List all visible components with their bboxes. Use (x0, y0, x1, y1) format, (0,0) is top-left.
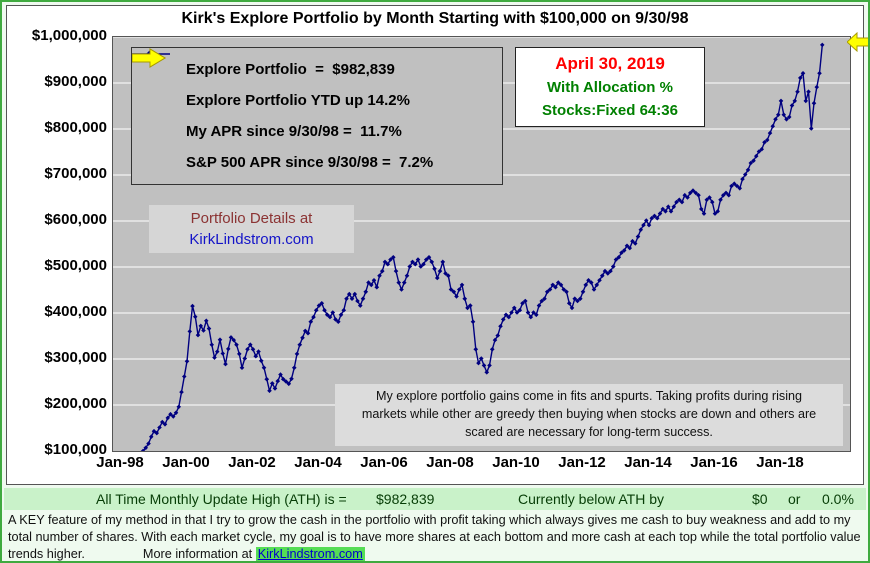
legend-ytd-row: Explore Portfolio YTD up 14.2% (132, 48, 494, 116)
x-axis-label: Jan-12 (558, 454, 606, 471)
allocation-text: With Allocation % (547, 79, 673, 96)
stocks-fixed-text: Stocks:Fixed 64:36 (542, 102, 678, 119)
ath-bar: All Time Monthly Update High (ATH) is = … (4, 488, 866, 510)
x-axis-label: Jan-98 (96, 454, 144, 471)
date-box: April 30, 2019 With Allocation % Stocks:… (515, 47, 705, 127)
yellow-left-arrow-icon (846, 31, 868, 57)
ath-value: $982,839 (376, 491, 435, 507)
y-axis-label: $900,000 (44, 73, 107, 90)
legend-series-label: Explore Portfolio = $982,839 (186, 61, 395, 78)
y-axis-label: $500,000 (44, 257, 107, 274)
legend-ytd-label: Explore Portfolio YTD up 14.2% (186, 92, 410, 109)
legend-sp500-label: S&P 500 APR since 9/30/98 = 7.2% (186, 154, 434, 171)
x-axis-label: Jan-04 (294, 454, 342, 471)
x-axis-label: Jan-16 (690, 454, 738, 471)
legend-sp500-row: S&P 500 APR since 9/30/98 = 7.2% (140, 147, 494, 178)
ath-amount: $0 (752, 491, 768, 507)
legend-apr-row: My APR since 9/30/98 = 11.7% (132, 48, 494, 147)
x-axis-label: Jan-14 (624, 454, 672, 471)
x-axis-label: Jan-18 (756, 454, 804, 471)
ath-percent: 0.0% (822, 491, 854, 507)
chart-title: Kirk's Explore Portfolio by Month Starti… (181, 10, 689, 27)
ath-below-label: Currently below ATH by (518, 491, 665, 507)
legend-apr-label: My APR since 9/30/98 = 11.7% (186, 123, 402, 140)
footer-link[interactable]: KirkLindstrom.com (255, 547, 365, 561)
footer-text: A KEY feature of my method in that I try… (8, 513, 861, 561)
y-axis-label: $300,000 (44, 349, 107, 366)
plot-area: Explore Portfolio = $982,839 Explore Por… (112, 36, 851, 452)
y-axis-label: $600,000 (44, 211, 107, 228)
chart-legend: Explore Portfolio = $982,839 Explore Por… (131, 47, 503, 185)
y-axis-label: $700,000 (44, 165, 107, 182)
footer-paragraph: A KEY feature of my method in that I try… (8, 512, 864, 561)
x-axis-label: Jan-08 (426, 454, 474, 471)
date-text: April 30, 2019 (555, 54, 665, 73)
y-axis-label: $800,000 (44, 119, 107, 136)
details-text: Portfolio Details at (190, 210, 313, 227)
y-axis-label: $400,000 (44, 303, 107, 320)
y-axis-label: $100,000 (44, 441, 107, 458)
x-axis-label: Jan-06 (360, 454, 408, 471)
chart-figure: Kirk's Explore Portfolio by Month Starti… (6, 5, 868, 485)
legend-series-row: Explore Portfolio = $982,839 (132, 49, 494, 85)
footer-more-info: More information at (142, 547, 253, 561)
y-axis-label: $1,000,000 (31, 27, 107, 44)
x-axis-label: Jan-00 (162, 454, 210, 471)
x-axis-label: Jan-02 (228, 454, 276, 471)
ath-label: All Time Monthly Update High (ATH) is = (96, 491, 347, 507)
details-box: Portfolio Details at KirkLindstrom.com (149, 205, 354, 253)
y-axis-label: $200,000 (44, 395, 107, 412)
annotation-box: My explore portfolio gains come in fits … (335, 384, 843, 446)
details-link[interactable]: KirkLindstrom.com (189, 231, 314, 248)
x-axis-label: Jan-10 (492, 454, 540, 471)
ath-or: or (788, 491, 801, 507)
